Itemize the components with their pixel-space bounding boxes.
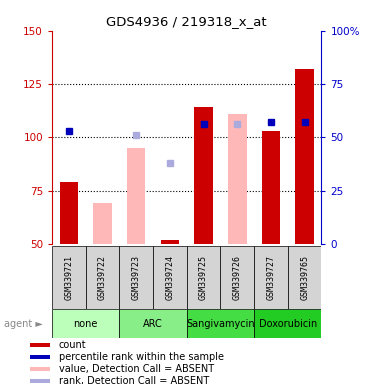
Text: Sangivamycin: Sangivamycin (186, 318, 255, 329)
Text: GSM339725: GSM339725 (199, 255, 208, 300)
Text: percentile rank within the sample: percentile rank within the sample (59, 352, 224, 362)
Bar (194, 108, 213, 244)
Bar (254, 246, 288, 309)
Bar (85, 246, 119, 309)
Text: GSM339726: GSM339726 (233, 255, 242, 300)
Bar (93, 204, 112, 244)
Text: GSM339724: GSM339724 (166, 255, 174, 300)
Text: none: none (74, 318, 98, 329)
Text: GSM339721: GSM339721 (64, 255, 73, 300)
Text: GSM339723: GSM339723 (132, 255, 141, 300)
Text: rank, Detection Call = ABSENT: rank, Detection Call = ABSENT (59, 376, 209, 384)
Bar (30, 343, 50, 347)
Bar (288, 246, 321, 309)
Bar (30, 355, 50, 359)
Bar (254, 309, 321, 338)
Bar (153, 246, 187, 309)
Text: ARC: ARC (143, 318, 163, 329)
Text: value, Detection Call = ABSENT: value, Detection Call = ABSENT (59, 364, 214, 374)
Text: agent ►: agent ► (4, 318, 43, 329)
Bar (52, 246, 85, 309)
Title: GDS4936 / 219318_x_at: GDS4936 / 219318_x_at (106, 15, 267, 28)
Bar (228, 114, 246, 244)
Bar (60, 182, 78, 244)
Bar (161, 240, 179, 244)
Text: GSM339765: GSM339765 (300, 255, 309, 300)
Bar (295, 69, 314, 244)
Text: GSM339722: GSM339722 (98, 255, 107, 300)
Bar (220, 246, 254, 309)
Bar (187, 309, 254, 338)
Bar (127, 148, 146, 244)
Bar (52, 309, 119, 338)
Bar (262, 131, 280, 244)
Text: GSM339727: GSM339727 (266, 255, 275, 300)
Bar (187, 246, 220, 309)
Text: count: count (59, 340, 86, 350)
Bar (30, 367, 50, 371)
Bar (30, 379, 50, 383)
Bar (119, 246, 153, 309)
Bar (119, 309, 187, 338)
Text: Doxorubicin: Doxorubicin (259, 318, 317, 329)
